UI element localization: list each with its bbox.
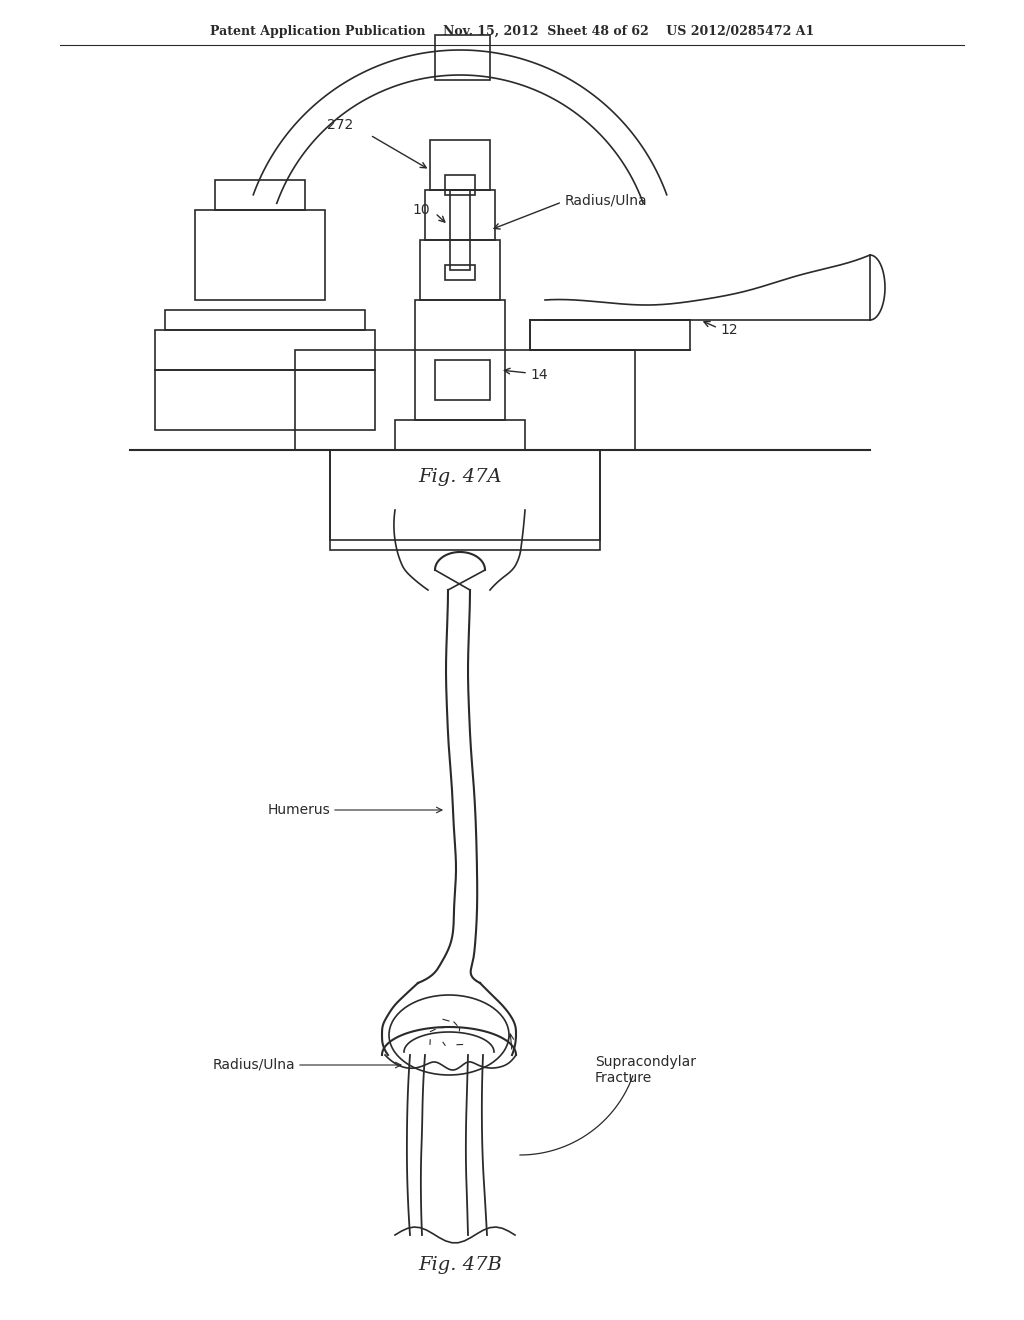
Bar — [530, 319, 690, 350]
Bar — [295, 350, 635, 450]
Text: Fig. 47A: Fig. 47A — [418, 469, 502, 486]
Text: 12: 12 — [720, 323, 737, 337]
Bar — [420, 240, 500, 300]
Bar — [155, 370, 375, 430]
Bar — [195, 210, 325, 300]
Bar — [435, 360, 490, 400]
Bar — [330, 450, 600, 550]
Text: 272: 272 — [327, 117, 353, 132]
Text: Patent Application Publication    Nov. 15, 2012  Sheet 48 of 62    US 2012/02854: Patent Application Publication Nov. 15, … — [210, 25, 814, 38]
Text: 10: 10 — [413, 203, 430, 216]
Text: Humerus: Humerus — [267, 803, 330, 817]
Bar — [445, 176, 475, 195]
Text: Fig. 47B: Fig. 47B — [418, 1257, 502, 1274]
Bar — [445, 265, 475, 280]
Bar — [155, 330, 375, 370]
Bar — [450, 190, 470, 271]
Bar — [330, 450, 600, 540]
Bar — [395, 420, 525, 450]
Text: Radius/Ulna: Radius/Ulna — [212, 1059, 295, 1072]
Bar — [425, 190, 495, 240]
Text: Radius/Ulna: Radius/Ulna — [565, 193, 647, 207]
Text: Supracondylar
Fracture: Supracondylar Fracture — [595, 1055, 696, 1085]
Bar — [430, 140, 490, 190]
Bar — [415, 300, 505, 420]
Bar — [165, 310, 365, 330]
Bar — [215, 180, 305, 210]
Text: 14: 14 — [530, 368, 548, 381]
Bar — [435, 36, 490, 81]
